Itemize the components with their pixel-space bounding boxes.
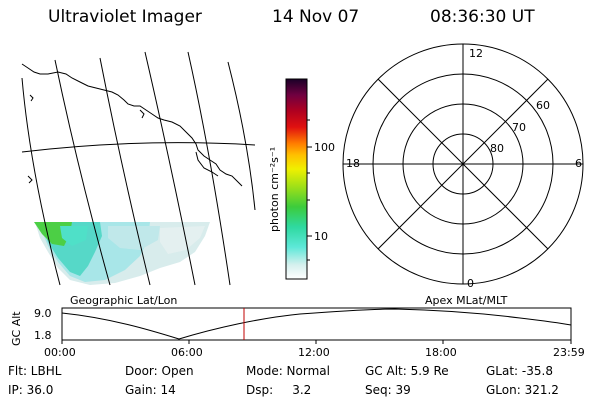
- mlt-label-18: 18: [346, 157, 360, 170]
- gc-alt-axis-label: GC Alt: [10, 311, 23, 346]
- ip-status: IP: 36.0: [8, 383, 54, 397]
- gc-alt-status: GC Alt: 5.9 Re: [365, 364, 449, 378]
- gain-status: Gain: 14: [125, 383, 176, 397]
- gc-alt-timeline: [61, 307, 572, 344]
- apex-coords-title: Apex MLat/MLT: [425, 294, 508, 307]
- door-status: Door: Open: [125, 364, 194, 378]
- time-label: 08:36:30 UT: [430, 7, 535, 27]
- mlt-label-12: 12: [469, 47, 483, 60]
- lat-label-60: 60: [536, 99, 550, 112]
- colorbar-ticks: [307, 119, 312, 261]
- lat-label-80: 80: [490, 142, 504, 155]
- mode-status: Mode: Normal: [246, 364, 330, 378]
- x-tick-2359: 23:59: [553, 346, 585, 359]
- filter-status: Flt: LBHL: [8, 364, 62, 378]
- x-tick-0600: 06:00: [171, 346, 203, 359]
- geographic-coords-title: Geographic Lat/Lon: [70, 294, 178, 307]
- instrument-title: Ultraviolet Imager: [48, 7, 202, 27]
- glon-status: GLon: 321.2: [486, 383, 559, 397]
- glat-status: GLat: -35.8: [486, 364, 553, 378]
- dsp-status: Dsp: 3.2: [246, 383, 312, 397]
- x-tick-0000: 00:00: [44, 346, 76, 359]
- colorbar-unit-label: photon cm⁻²s⁻¹: [268, 146, 281, 232]
- x-tick-1200: 12:00: [298, 346, 330, 359]
- map-grid: [21, 51, 256, 286]
- colorbar-tick-100: 100: [314, 141, 335, 154]
- mlt-label-6: 6: [575, 157, 582, 170]
- lat-label-70: 70: [512, 121, 526, 134]
- date-label: 14 Nov 07: [272, 7, 360, 27]
- y-tick-1-8: 1.8: [34, 329, 52, 342]
- colorbar-tick-10: 10: [314, 230, 328, 243]
- y-tick-9: 9.0: [34, 307, 52, 320]
- colorbar: [285, 78, 308, 280]
- polar-plot: [342, 43, 584, 285]
- seq-status: Seq: 39: [365, 383, 411, 397]
- x-tick-1800: 18:00: [425, 346, 457, 359]
- mlt-label-0: 0: [467, 277, 474, 290]
- coastline: [21, 63, 243, 187]
- auroral-image: [34, 222, 210, 285]
